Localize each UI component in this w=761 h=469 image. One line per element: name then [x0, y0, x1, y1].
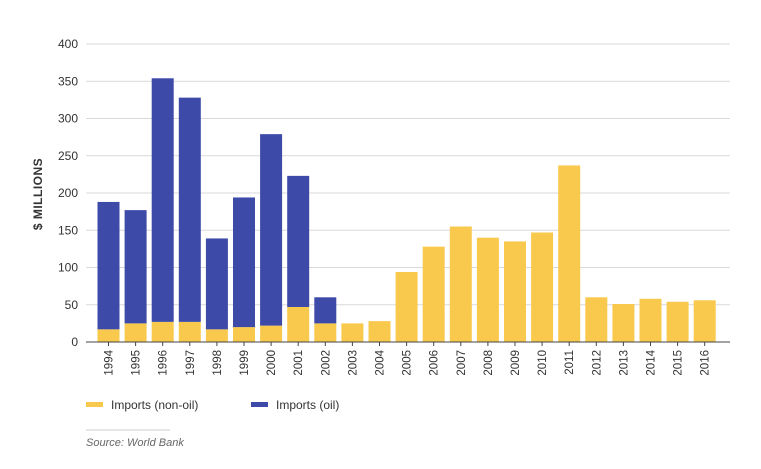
y-tick-label: 350	[58, 74, 78, 88]
bar-non-oil-2011	[558, 165, 581, 342]
y-tick-label: 400	[58, 37, 78, 51]
source-note: Source: World Bank	[86, 437, 184, 449]
legend-label-non-oil: Imports (non-oil)	[111, 398, 198, 412]
bar-non-oil-2006	[422, 246, 445, 342]
bar-non-oil-1998	[205, 329, 228, 342]
x-tick-label: 1999	[239, 350, 251, 376]
x-tick-label: 1994	[104, 349, 116, 375]
legend: Imports (non-oil) Imports (oil)	[86, 398, 339, 412]
bar-non-oil-2014	[639, 298, 662, 342]
bar-oil-2002	[314, 297, 337, 324]
bar-oil-2000	[260, 134, 283, 326]
x-tick-label: 2000	[266, 350, 278, 376]
bar-non-oil-2001	[287, 306, 310, 342]
bar-non-oil-2000	[260, 325, 283, 342]
bar-oil-2001	[287, 175, 310, 307]
bar-oil-1996	[151, 78, 174, 322]
x-tick-label: 2005	[402, 350, 414, 376]
x-tick-label: 1995	[131, 350, 143, 376]
x-tick-label: 2014	[646, 349, 658, 375]
bar-non-oil-1997	[178, 321, 201, 342]
y-tick-label: 250	[58, 149, 78, 163]
bar-oil-1997	[178, 97, 201, 322]
x-tick-label: 2007	[456, 350, 468, 376]
x-tick-label: 2016	[700, 350, 712, 376]
bar-non-oil-2008	[476, 237, 499, 342]
bar-non-oil-2012	[585, 297, 608, 342]
bar-non-oil-2004	[368, 321, 391, 342]
legend-swatch-oil	[251, 402, 268, 407]
y-axis-label: $ MILLIONS	[31, 158, 45, 230]
x-tick-label: 2010	[537, 350, 549, 376]
x-tick-label: 2009	[510, 350, 522, 376]
y-tick-label: 300	[58, 112, 78, 126]
bar-non-oil-1995	[124, 323, 147, 342]
bars	[97, 78, 716, 342]
bar-non-oil-2010	[531, 232, 554, 342]
x-tick-label: 2008	[483, 350, 495, 376]
legend-label-oil: Imports (oil)	[276, 398, 339, 412]
bar-non-oil-2007	[449, 226, 472, 342]
bar-non-oil-1994	[97, 329, 120, 342]
x-tick-label: 2015	[673, 350, 685, 376]
x-tick-label: 2003	[347, 350, 359, 376]
bar-non-oil-2002	[314, 323, 337, 342]
bar-non-oil-1999	[233, 327, 255, 342]
bar-non-oil-2005	[395, 271, 418, 342]
x-tick-label: 2001	[293, 350, 305, 376]
x-tick-label: 1996	[158, 350, 170, 376]
x-tick-label: 1998	[212, 350, 224, 376]
y-tick-label: 100	[58, 261, 78, 275]
x-axis-ticks: 1994 1995 1996 1997 1998 1999 2000 2001 2002 2003…	[104, 342, 712, 376]
y-axis-ticks: 0 50 100 150 200 250 300 350 400	[58, 37, 78, 349]
bar-non-oil-1996	[151, 321, 174, 342]
x-tick-label: 2013	[618, 350, 630, 376]
bar-non-oil-2015	[666, 301, 689, 342]
x-tick-label: 1997	[185, 350, 197, 376]
bar-non-oil-2013	[612, 304, 635, 342]
y-tick-label: 0	[71, 335, 78, 349]
bar-non-oil-2016	[693, 300, 716, 342]
y-tick-label: 200	[58, 186, 78, 200]
legend-swatch-non-oil	[86, 402, 103, 407]
bar-non-oil-2009	[504, 241, 526, 342]
x-tick-label: 2002	[320, 350, 332, 376]
bar-oil-1994	[97, 201, 120, 330]
x-tick-label: 2006	[429, 350, 441, 376]
x-tick-label: 2012	[591, 350, 603, 376]
bar-oil-1998	[205, 238, 228, 330]
bar-non-oil-2003	[341, 323, 364, 342]
x-tick-label: 2004	[375, 349, 387, 375]
bar-oil-1999	[233, 197, 255, 328]
y-tick-label: 150	[58, 223, 78, 237]
y-tick-label: 50	[65, 298, 79, 312]
bar-oil-1995	[124, 210, 147, 324]
x-tick-label: 2011	[564, 350, 576, 375]
